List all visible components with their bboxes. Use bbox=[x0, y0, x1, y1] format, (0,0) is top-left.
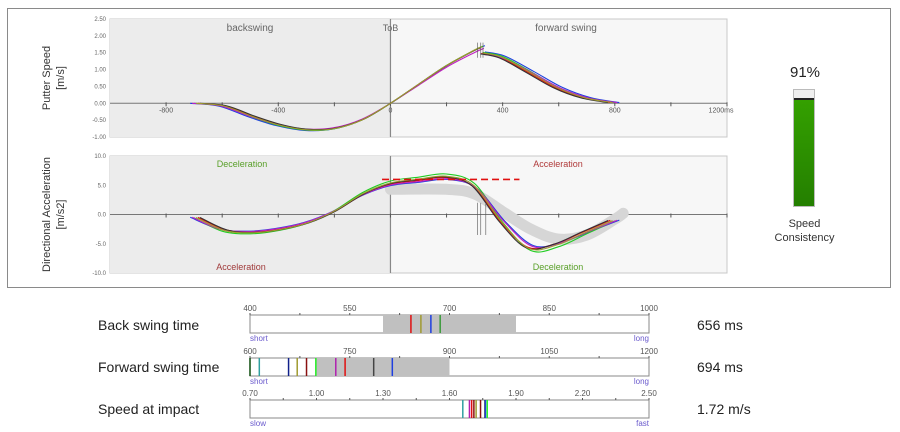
x-tick-label: 0 bbox=[389, 107, 393, 114]
series-line bbox=[196, 46, 483, 131]
bar-low-label: short bbox=[250, 334, 269, 343]
x-tick-label: 1200ms bbox=[709, 107, 734, 114]
bar-low-label: short bbox=[250, 377, 269, 386]
y-tick-label: 10.0 bbox=[94, 154, 106, 160]
series-line-post-impact bbox=[484, 51, 620, 104]
bar-tick-label: 1.60 bbox=[442, 389, 458, 398]
metric-bar: 600 750 900 1050 1200 short long bbox=[243, 347, 658, 386]
x-tick-label: -800 bbox=[159, 107, 173, 114]
gauge-label: Speed Consistency bbox=[762, 217, 847, 245]
y-tick-label: 0.00 bbox=[94, 101, 106, 107]
acceleration-label-left: Acceleration bbox=[216, 262, 266, 272]
y-tick-label: -10.0 bbox=[92, 271, 106, 277]
x-tick-label: -400 bbox=[271, 107, 285, 114]
bar-tick-label: 1.30 bbox=[375, 389, 391, 398]
metric-value-forward-swing: 694 ms bbox=[697, 359, 743, 375]
bar-tick-label: 1.90 bbox=[508, 389, 524, 398]
deceleration-label-left: Deceleration bbox=[217, 159, 268, 169]
y-axis-label: Directional Acceleration [m/s2] bbox=[41, 157, 67, 272]
bar-tick-label: 0.70 bbox=[242, 389, 258, 398]
bar-track bbox=[249, 357, 650, 377]
y-tick-label: -1.00 bbox=[92, 135, 106, 141]
deceleration-label-right: Deceleration bbox=[533, 262, 584, 272]
forward-swing-label: forward swing bbox=[535, 23, 597, 34]
backswing-label: backswing bbox=[227, 23, 274, 34]
target-band bbox=[383, 315, 516, 333]
acceleration-label-right: Acceleration bbox=[533, 159, 583, 169]
gauge-fill bbox=[794, 98, 814, 206]
bar-tick-label: 750 bbox=[343, 347, 357, 356]
bar-tick-label: 700 bbox=[443, 304, 457, 313]
series-line-post-impact bbox=[483, 53, 618, 104]
y-tick-label: 5.0 bbox=[98, 183, 107, 189]
bar-low-label: slow bbox=[250, 419, 266, 428]
bar-tick-label: 850 bbox=[543, 304, 557, 313]
x-tick-label: 800 bbox=[609, 107, 621, 114]
y-axis-label-line: Directional Acceleration bbox=[41, 157, 53, 272]
acceleration-chart: Directional Acceleration [m/s2] 10.0 5.0 0.0… bbox=[41, 154, 728, 277]
bar-tick-label: 2.50 bbox=[641, 389, 657, 398]
y-tick-label: 2.00 bbox=[94, 34, 106, 40]
y-axis-label-line: Putter Speed bbox=[41, 46, 53, 110]
bar-high-label: fast bbox=[636, 419, 650, 428]
bar-tick-label: 400 bbox=[243, 304, 257, 313]
metric-bar: 0.70 1.00 1.30 1.60 1.90 2.20 2.50 slow fast bbox=[242, 389, 657, 428]
metric-label-forward-swing: Forward swing time bbox=[98, 359, 220, 375]
bar-track bbox=[249, 399, 650, 419]
x-tick-label: 400 bbox=[497, 107, 509, 114]
bar-high-label: long bbox=[634, 334, 649, 343]
metric-value-speed-impact: 1.72 m/s bbox=[697, 401, 751, 417]
bar-tick-label: 1000 bbox=[640, 304, 658, 313]
metric-label-back-swing: Back swing time bbox=[98, 317, 200, 333]
bar-tick-label: 600 bbox=[243, 347, 257, 356]
gauge-value: 91% bbox=[789, 64, 821, 81]
metric-label-speed-impact: Speed at impact bbox=[98, 401, 200, 417]
bar-tick-label: 1200 bbox=[640, 347, 658, 356]
y-tick-label: 1.00 bbox=[94, 68, 106, 74]
gauge-label-line2: Consistency bbox=[774, 232, 835, 244]
y-tick-label: 2.50 bbox=[94, 17, 106, 23]
bar-high-label: long bbox=[634, 377, 649, 386]
y-tick-label: 1.50 bbox=[94, 51, 106, 57]
bar-tick-label: 900 bbox=[443, 347, 457, 356]
bar-tick-label: 1.00 bbox=[309, 389, 325, 398]
series-line-post-impact bbox=[481, 52, 613, 104]
bar-track bbox=[249, 314, 650, 334]
bar-tick-label: 2.20 bbox=[575, 389, 591, 398]
y-axis-label-line: [m/s2] bbox=[55, 200, 67, 230]
y-tick-label: -5.0 bbox=[96, 242, 107, 248]
y-axis-label-line: [m/s] bbox=[55, 66, 67, 90]
charts-panel bbox=[7, 8, 891, 288]
speed-consistency-gauge bbox=[793, 89, 815, 207]
target-band bbox=[316, 358, 450, 376]
y-tick-label: 0.0 bbox=[98, 213, 107, 219]
speed-chart: Putter Speed [m/s] 2.50 2.00 1.50 1.00 0.50 0.0… bbox=[41, 17, 734, 141]
series-line bbox=[192, 47, 485, 130]
swing-charts: Putter Speed [m/s] 2.50 2.00 1.50 1.00 0.50 0.0… bbox=[41, 17, 734, 277]
backswing-region bbox=[110, 19, 391, 137]
metric-bar: 400 550 700 850 1000 short long bbox=[243, 304, 658, 343]
y-tick-label: 0.50 bbox=[94, 84, 106, 90]
metric-value-back-swing: 656 ms bbox=[697, 317, 743, 333]
y-axis-label: Putter Speed [m/s] bbox=[41, 46, 67, 110]
bar-tick-label: 1050 bbox=[540, 347, 558, 356]
y-tick-label: -0.50 bbox=[92, 118, 106, 124]
bar-tick-label: 550 bbox=[343, 304, 357, 313]
series-line-post-impact bbox=[480, 53, 609, 104]
series-line bbox=[195, 175, 613, 251]
tob-label: ToB bbox=[383, 23, 399, 33]
gauge-label-line1: Speed bbox=[788, 218, 821, 230]
